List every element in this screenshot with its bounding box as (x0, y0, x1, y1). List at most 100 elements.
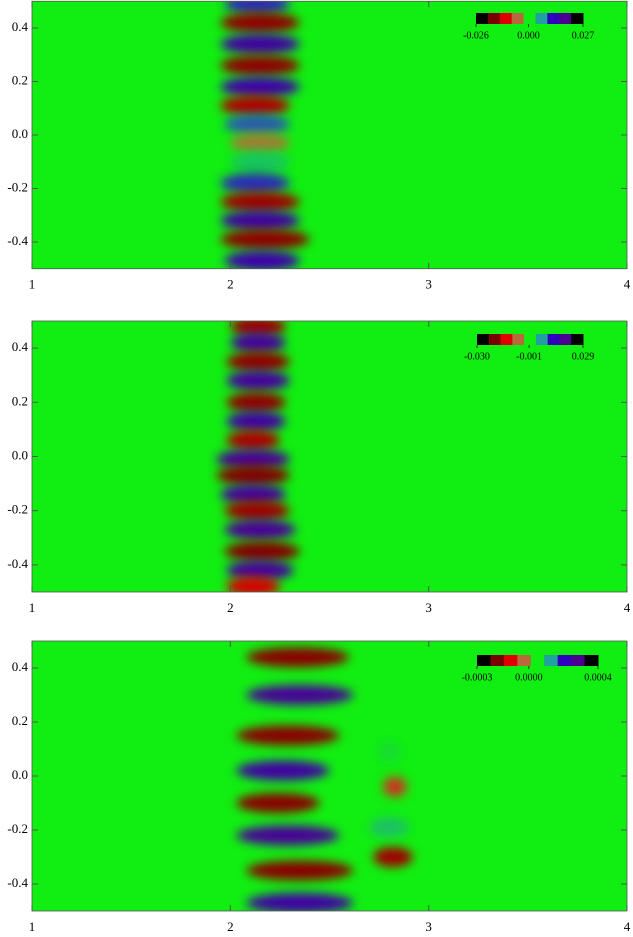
field-blob (226, 411, 286, 432)
field-blob (224, 500, 290, 521)
field-blob (246, 647, 350, 668)
colorbar-swatch (535, 13, 548, 24)
x-tick-label: 3 (425, 600, 432, 615)
field-blob (220, 191, 300, 212)
colorbar-swatch (476, 13, 489, 24)
colorbar-swatch (571, 13, 584, 24)
field-blob (224, 250, 300, 269)
colorbar-swatch (547, 334, 560, 345)
colorbar-swatch (512, 334, 525, 345)
panel: 1 2 3 4 -0.4 -0.2 0.0 0.2 0.4 -0.026 0.000 0.027 (7, 0, 631, 292)
colorbar-swatch (535, 334, 549, 345)
colorbar-swatch (487, 13, 501, 24)
colorbar-swatch (524, 334, 537, 345)
colorbar-label: 0.0000 (515, 672, 543, 683)
colorbar-label: 0.0004 (584, 672, 612, 683)
plot-background (32, 321, 627, 592)
field-blob (226, 560, 294, 581)
field-blob (224, 1, 290, 14)
x-tick-label: 2 (227, 277, 234, 292)
field-blob (226, 370, 290, 391)
field-blob (246, 860, 354, 881)
field-blob (226, 392, 286, 413)
field-blob (220, 95, 290, 116)
field-blob (220, 76, 300, 97)
field-blob (216, 465, 290, 486)
y-tick-label: 0.2 (12, 393, 28, 408)
field-blob (373, 847, 413, 867)
colorbar-swatch (547, 13, 560, 24)
field-blob (220, 210, 300, 231)
y-tick-label: 0.2 (12, 72, 28, 87)
field-blob (246, 685, 354, 705)
y-tick-label: 0.2 (12, 713, 28, 728)
colorbar-label: -0.030 (464, 351, 490, 362)
field-blob (236, 725, 340, 746)
field-blob (216, 449, 290, 470)
field-blob (226, 576, 280, 592)
colorbar-label: 0.029 (572, 351, 595, 362)
field-blob (226, 351, 290, 372)
colorbar-swatch (557, 655, 572, 666)
y-tick-label: -0.4 (7, 556, 28, 571)
y-tick-label: -0.2 (7, 821, 28, 836)
colorbar-swatch (571, 334, 584, 345)
field-blob (224, 519, 296, 540)
colorbar-swatch (523, 13, 536, 24)
colorbar-swatch (490, 655, 505, 666)
field (220, 1, 310, 269)
y-tick-label: 0.0 (12, 126, 28, 141)
x-tick-label: 4 (624, 600, 631, 615)
field-blob (246, 892, 354, 911)
field-blob (383, 776, 407, 797)
colorbar-swatch (559, 334, 572, 345)
panel: 1 2 3 4 -0.4 -0.2 0.0 0.2 0.4 -0.030 -0.001 0.029 (7, 320, 631, 615)
field-blob (220, 12, 300, 33)
colorbar-swatch (488, 334, 502, 345)
plot-background (32, 1, 627, 269)
colorbar-label: -0.0003 (462, 672, 493, 683)
colorbar-swatch (530, 655, 545, 666)
field-blob (236, 760, 330, 781)
colorbar-swatch (544, 655, 559, 666)
field-blob (230, 321, 286, 337)
field-blob (220, 34, 300, 55)
field-blob (220, 484, 286, 505)
x-tick-label: 4 (624, 919, 631, 932)
x-tick-label: 1 (29, 600, 36, 615)
x-tick-label: 4 (624, 277, 631, 292)
colorbar-swatch (517, 655, 532, 666)
colorbar-swatch (503, 655, 518, 666)
y-tick-label: 0.4 (12, 339, 29, 354)
panel: 1 2 3 4 -0.4 -0.2 0.0 0.2 0.4 -0.0003 0.0000 0.0004 (7, 640, 631, 934)
colorbar-swatch (559, 13, 572, 24)
field-blob (230, 133, 290, 154)
colorbar-swatch (477, 655, 491, 666)
y-tick-label: -0.4 (7, 875, 28, 890)
x-tick-label: 3 (425, 919, 432, 932)
field (236, 647, 413, 911)
field-blob (224, 114, 290, 135)
field-blob (236, 793, 320, 813)
colorbar-label: -0.026 (463, 30, 489, 41)
x-tick-label: 3 (425, 277, 432, 292)
colorbar-swatch (571, 655, 586, 666)
x-tick-label: 2 (227, 600, 234, 615)
y-tick-label: 0.0 (12, 447, 28, 462)
y-tick-label: -0.2 (7, 502, 28, 517)
field-blob (369, 817, 409, 838)
colorbar-swatch (511, 13, 525, 24)
colorbar-label: 0.027 (572, 30, 595, 41)
y-tick-label: -0.4 (7, 233, 28, 248)
field (216, 321, 300, 592)
colorbar-label: 0.000 (517, 30, 540, 41)
y-tick-label: -0.2 (7, 179, 28, 194)
colorbar-label: -0.001 (516, 351, 542, 362)
field-blob (230, 151, 290, 172)
field-blob (220, 173, 290, 194)
field-blob (236, 825, 340, 846)
x-tick-label: 1 (29, 919, 36, 932)
field-blob (220, 55, 300, 76)
field-blob (230, 332, 286, 353)
